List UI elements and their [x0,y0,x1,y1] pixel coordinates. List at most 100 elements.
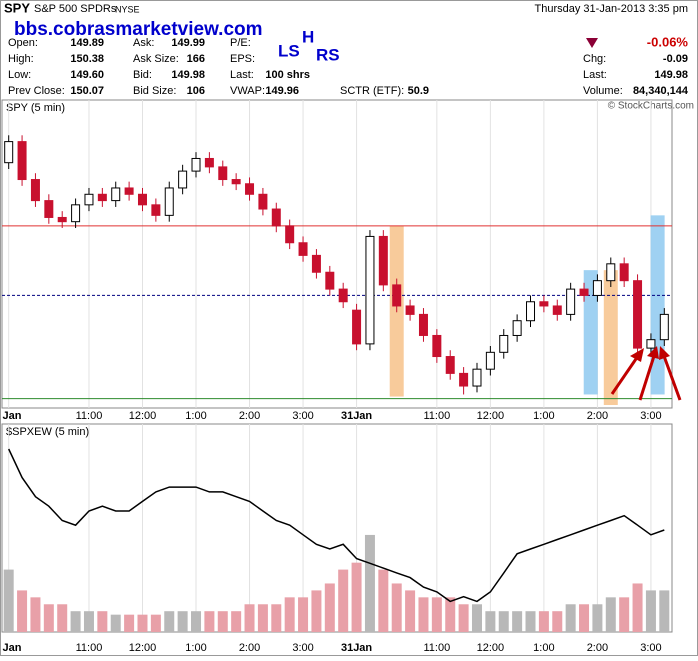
volume-bar [137,614,148,632]
quote-label: VWAP: [230,85,265,97]
volume-bar [217,611,228,632]
candle-body [459,372,469,387]
x-tick-label: 2:00 [239,410,260,422]
volume-bar [298,597,309,632]
candle-body [4,141,14,164]
volume-bar [498,611,509,632]
candle-body [178,170,188,189]
pattern-label: LS [278,41,300,60]
x-tick-label: 12:00 [477,410,505,422]
quote-value: 84,340,144 [633,85,689,97]
x-tick-label: 3:00 [292,410,313,422]
volume-bar [659,590,670,632]
x-tick-label: 3:00 [640,642,661,654]
volume-bar [405,590,416,632]
annotation-arrows [610,346,682,401]
candle-body [432,334,442,358]
volume-bar [605,597,616,632]
volume-bar [204,611,215,632]
quote-label: Open: [8,37,38,49]
quote-value: 50.9 [408,85,429,97]
volume-bar [110,614,121,632]
candle-body [338,288,348,303]
x-tick-label: 3:00 [640,410,661,422]
quote-label: Prev Close: [8,85,65,97]
volume-bar [485,611,496,632]
exchange: NYSE [115,4,140,14]
pattern-label: RS [316,45,340,64]
volume-bar [471,604,482,632]
panel [1,99,673,409]
volume-bar [17,590,28,632]
candle-body [124,187,134,195]
quote-label: Bid Size: [133,85,176,97]
candle-body [592,280,602,296]
candle-body [392,284,402,307]
quote-label: Volume: [583,85,623,97]
candle-body [137,193,147,206]
volume-bar [538,611,549,632]
candle-body [552,305,562,315]
x-tick-label: 11:00 [76,410,103,422]
candle-body [84,193,94,206]
x-tick-label: 3:00 [292,642,313,654]
down-arrow [586,38,598,48]
symbol: SPY [4,0,30,15]
candle-body [499,334,509,353]
volume-bar [364,534,375,632]
candle-body [285,225,295,244]
quote-value: 149.98 [171,69,205,81]
volume-bar [552,611,563,632]
candle-body [218,166,228,181]
quote-label: EPS: [230,53,255,65]
x-tick-label: 31Jan [341,642,372,654]
volume-bar [57,604,68,632]
candle-body [44,200,54,218]
candle-body [191,157,201,172]
volume-bar [458,604,469,632]
panel [1,423,673,633]
candle-body [271,208,281,227]
candle-body [485,351,495,370]
highlight [583,270,598,395]
volume-bar [431,597,442,632]
candle-body [311,254,321,273]
candle-body [204,157,214,168]
candle-body [365,235,375,345]
volume-bar [150,614,161,632]
candle-body [231,179,241,185]
quote-value: 106 [187,85,205,97]
quote-value: -0.09 [663,53,688,65]
date: Thursday 31-Jan-2013 3:35 pm [535,3,688,15]
volume-bar [97,611,108,632]
pattern-label: H [302,27,314,46]
candle-body [164,187,174,216]
candle-body [619,263,629,282]
volume-bar [565,604,576,632]
pct-change: -0.06% [647,34,689,49]
quote-label: P/E: [230,37,251,49]
quote-value: 149.98 [654,69,688,81]
header: SPY S&P 500 SPDRs NYSE bbs.cobrasmarketv… [4,0,694,111]
highlight [650,215,665,395]
security-name: S&P 500 SPDRs [34,3,117,15]
candle-body [512,320,522,336]
x-tick-label: 11:00 [76,642,103,654]
quote-value: 149.89 [70,37,104,49]
quote-label: SCTR (ETF): [340,85,404,97]
quote-label: Last: [583,69,607,81]
candle-body [30,179,40,202]
x-tick-label: 2:00 [239,642,260,654]
volume-bar [83,611,94,632]
quote-label: Ask: [133,37,154,49]
x-tick-label: 2:00 [587,642,608,654]
volume-bar [645,590,656,632]
quote-value: 149.60 [70,69,104,81]
volume-bar [284,597,295,632]
quote-value: 100 shrs [265,69,310,81]
quote-label: Low: [8,69,31,81]
volume-bar [351,562,362,632]
candle-body [633,280,643,349]
volume-bar [619,597,630,632]
highlight [603,270,618,405]
